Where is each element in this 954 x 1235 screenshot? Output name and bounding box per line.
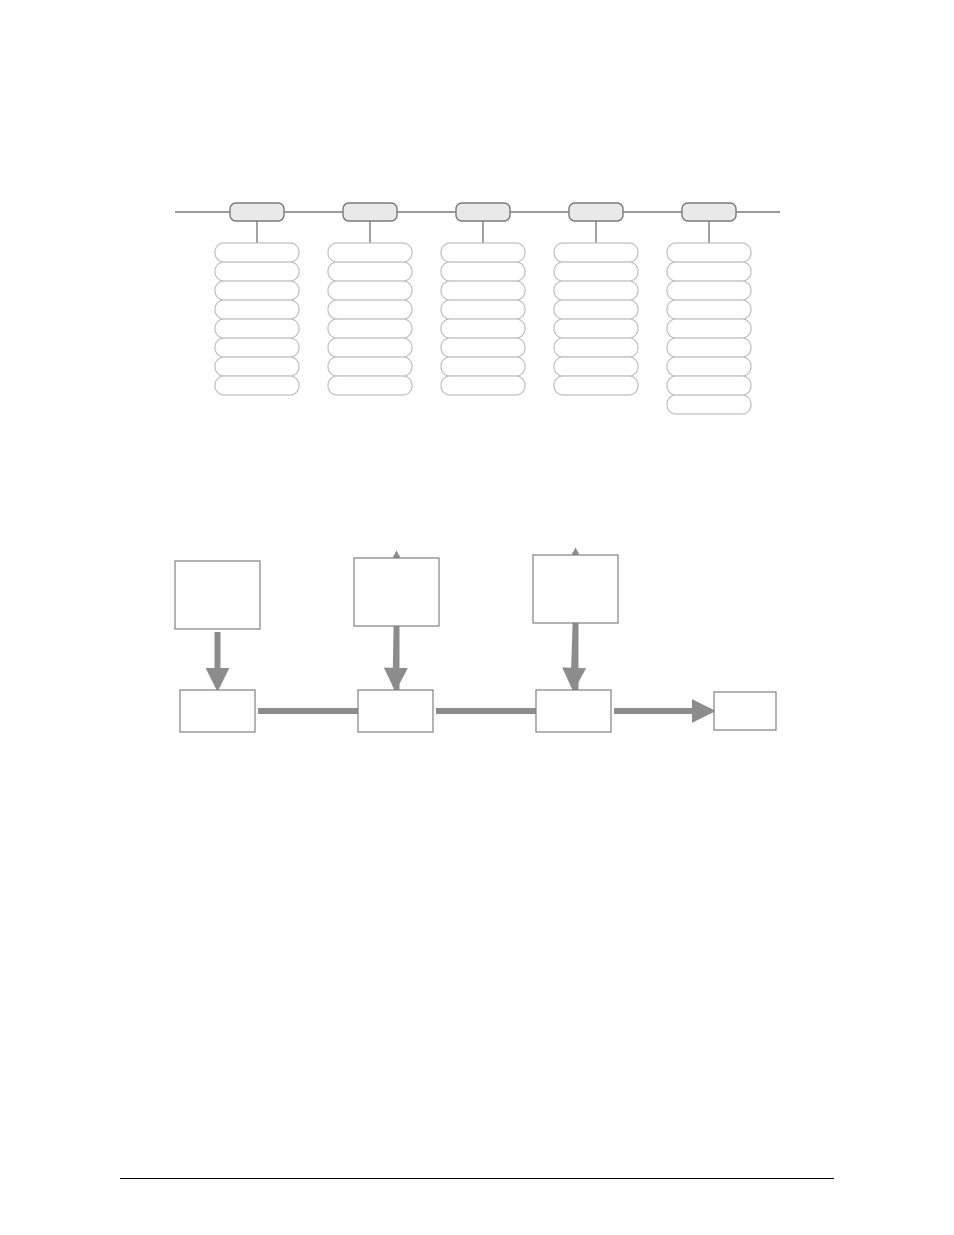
pill-4-2 bbox=[667, 281, 751, 300]
pill-2-2 bbox=[441, 281, 525, 300]
pill-4-4 bbox=[667, 319, 751, 338]
pill-1-5 bbox=[328, 338, 412, 357]
pill-3-2 bbox=[554, 281, 638, 300]
pill-0-7 bbox=[215, 376, 299, 395]
pill-0-5 bbox=[215, 338, 299, 357]
pill-0-1 bbox=[215, 262, 299, 281]
bottom-rule bbox=[120, 1178, 834, 1179]
tab-2 bbox=[456, 203, 510, 221]
tab-3 bbox=[569, 203, 623, 221]
pill-2-5 bbox=[441, 338, 525, 357]
pill-0-0 bbox=[215, 243, 299, 262]
tab-0 bbox=[230, 203, 284, 221]
box-t3 bbox=[533, 555, 618, 623]
edge-t3-b3 bbox=[574, 626, 576, 687]
pill-0-6 bbox=[215, 357, 299, 376]
pill-1-4 bbox=[328, 319, 412, 338]
box-b1 bbox=[180, 690, 255, 732]
page-canvas bbox=[0, 0, 954, 1235]
pill-1-6 bbox=[328, 357, 412, 376]
diagram-1 bbox=[0, 0, 954, 480]
pill-4-1 bbox=[667, 262, 751, 281]
pill-3-6 bbox=[554, 357, 638, 376]
box-b2 bbox=[358, 690, 433, 732]
pill-4-3 bbox=[667, 300, 751, 319]
box-t1 bbox=[175, 561, 260, 629]
pill-4-8 bbox=[667, 395, 751, 414]
pill-2-1 bbox=[441, 262, 525, 281]
box-term bbox=[714, 692, 776, 730]
box-t2 bbox=[354, 558, 439, 626]
pill-1-3 bbox=[328, 300, 412, 319]
pill-2-0 bbox=[441, 243, 525, 262]
pill-4-7 bbox=[667, 376, 751, 395]
pill-3-7 bbox=[554, 376, 638, 395]
pill-1-0 bbox=[328, 243, 412, 262]
pill-2-4 bbox=[441, 319, 525, 338]
tab-1 bbox=[343, 203, 397, 221]
pill-1-7 bbox=[328, 376, 412, 395]
pill-2-3 bbox=[441, 300, 525, 319]
pill-4-5 bbox=[667, 338, 751, 357]
diagram-2-flowchart bbox=[0, 500, 954, 800]
pill-0-4 bbox=[215, 319, 299, 338]
pill-0-3 bbox=[215, 300, 299, 319]
pill-3-4 bbox=[554, 319, 638, 338]
pill-2-7 bbox=[441, 376, 525, 395]
pill-0-2 bbox=[215, 281, 299, 300]
pill-3-1 bbox=[554, 262, 638, 281]
pill-4-6 bbox=[667, 357, 751, 376]
box-b3 bbox=[536, 690, 611, 732]
pill-1-2 bbox=[328, 281, 412, 300]
pill-3-5 bbox=[554, 338, 638, 357]
edge-t2-b2 bbox=[396, 629, 397, 687]
pill-4-0 bbox=[667, 243, 751, 262]
pill-3-3 bbox=[554, 300, 638, 319]
pill-1-1 bbox=[328, 262, 412, 281]
tab-4 bbox=[682, 203, 736, 221]
pill-2-6 bbox=[441, 357, 525, 376]
pill-3-0 bbox=[554, 243, 638, 262]
